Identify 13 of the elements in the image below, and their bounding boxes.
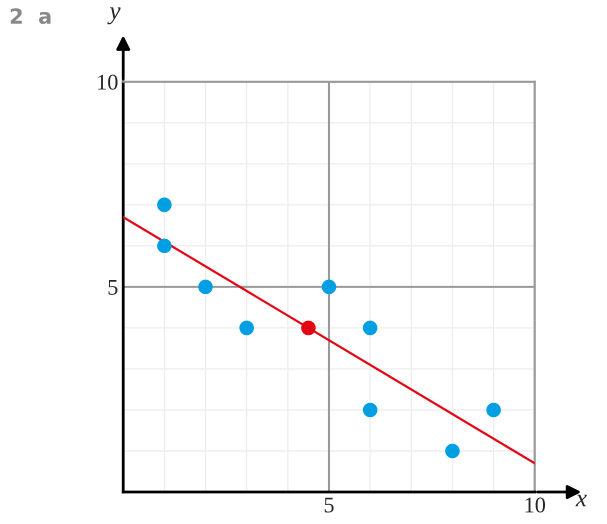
point [445, 444, 460, 458]
point [362, 320, 378, 336]
text: 2 a [10, 8, 51, 24]
point [362, 402, 378, 418]
x-axis-title: x [576, 494, 587, 506]
point [301, 320, 316, 336]
point [157, 238, 172, 254]
point [198, 280, 213, 294]
y-axis-title: y [107, 7, 121, 24]
point [486, 402, 501, 418]
point [239, 320, 254, 336]
point [322, 280, 336, 294]
point [157, 198, 172, 212]
